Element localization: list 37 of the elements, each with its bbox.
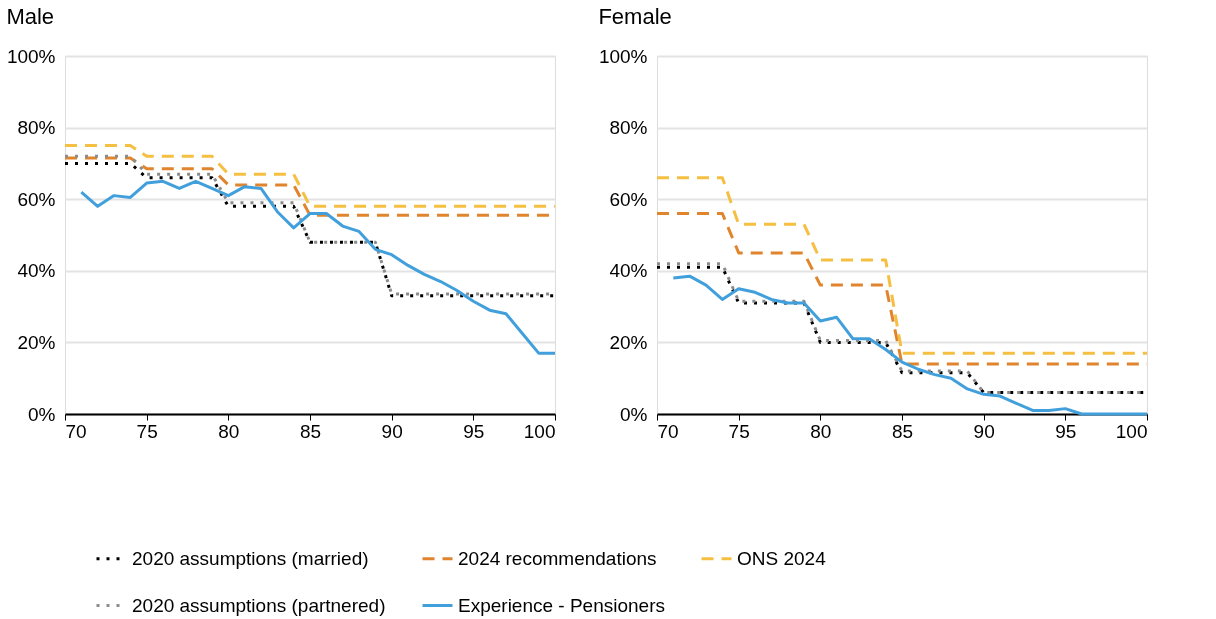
x-tick-label: 100	[523, 420, 556, 442]
y-tick-label: 100%	[6, 45, 56, 67]
x-tick-label: 100	[1115, 420, 1148, 442]
x-tick-label: 70	[65, 420, 87, 442]
x-tick-label: 85	[299, 420, 322, 442]
legend-label: 2020 assumptions (partnered)	[132, 594, 386, 616]
legend-label: 2020 assumptions (married)	[132, 547, 369, 569]
x-tick-label: 85	[891, 420, 914, 442]
legend-label: ONS 2024	[737, 547, 827, 569]
x-tick-label: 80	[810, 420, 832, 442]
x-tick-label: 90	[973, 420, 995, 442]
line-series	[63, 144, 557, 208]
y-tick-label: 40%	[17, 260, 56, 282]
x-tick-label: 70	[657, 420, 679, 442]
y-tick-label: 100%	[598, 45, 648, 67]
chart-title: Male	[6, 4, 55, 29]
x-tick-label: 75	[136, 420, 158, 442]
y-tick-label: 0%	[620, 403, 648, 425]
y-tick-label: 80%	[17, 117, 56, 139]
y-tick-label: 20%	[609, 331, 648, 353]
y-tick-label: 40%	[609, 260, 648, 282]
legend-label: 2024 recommendations	[458, 547, 657, 569]
y-tick-label: 0%	[28, 403, 56, 425]
x-tick-label: 90	[381, 420, 403, 442]
x-tick-label: 95	[463, 420, 485, 442]
line-series	[79, 179, 557, 355]
legend-label: Experience - Pensioners	[458, 594, 665, 616]
y-tick-label: 20%	[17, 331, 56, 353]
line-series	[655, 176, 1149, 355]
y-tick-label: 80%	[609, 117, 648, 139]
x-tick-label: 75	[728, 420, 750, 442]
line-series	[671, 274, 1149, 416]
y-tick-label: 60%	[609, 188, 648, 210]
chart-title: Female	[598, 4, 672, 29]
x-tick-label: 80	[218, 420, 240, 442]
x-tick-label: 95	[1055, 420, 1077, 442]
y-tick-label: 60%	[17, 188, 56, 210]
